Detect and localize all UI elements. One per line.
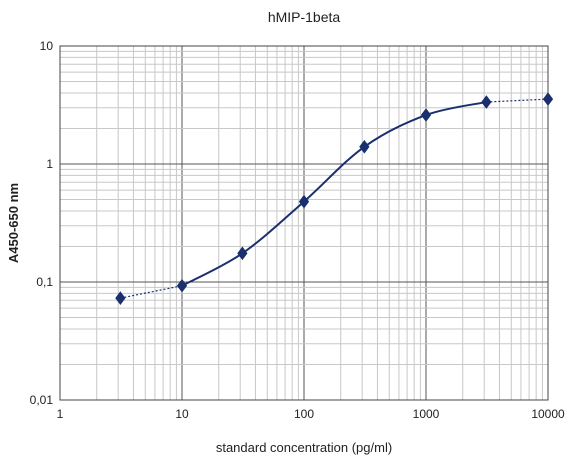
extrapolation-line-end (486, 98, 549, 103)
y-tick-label: 1 (46, 157, 53, 171)
data-point (237, 246, 248, 261)
data-point (298, 194, 310, 209)
chart-title: hMIP-1beta (268, 9, 341, 25)
data-points (115, 92, 554, 305)
x-tick-label: 10000 (531, 407, 565, 421)
data-point (359, 139, 370, 154)
data-point (420, 108, 432, 122)
plot-frame (59, 45, 549, 401)
data-point (542, 92, 554, 106)
x-tick-labels: 1 10 100 1000 10000 (57, 407, 565, 421)
x-tick-label: 10 (175, 407, 189, 421)
data-point (115, 291, 126, 305)
fit-curve (181, 101, 487, 287)
y-tick-label: 0,01 (30, 393, 54, 407)
data-point (481, 95, 492, 109)
x-axis-label: standard concentration (pg/ml) (216, 440, 392, 455)
x-tick-label: 1000 (413, 407, 440, 421)
grid (60, 46, 548, 400)
y-tick-label: 10 (40, 39, 54, 53)
y-tick-label: 0,1 (36, 275, 53, 289)
x-tick-label: 1 (57, 407, 64, 421)
y-tick-labels: 0,01 0,1 1 10 (30, 39, 54, 407)
extrapolation-line-start (120, 285, 183, 299)
data-point (176, 278, 188, 293)
y-axis-label: A450-650 nm (6, 183, 21, 263)
x-tick-label: 100 (294, 407, 314, 421)
